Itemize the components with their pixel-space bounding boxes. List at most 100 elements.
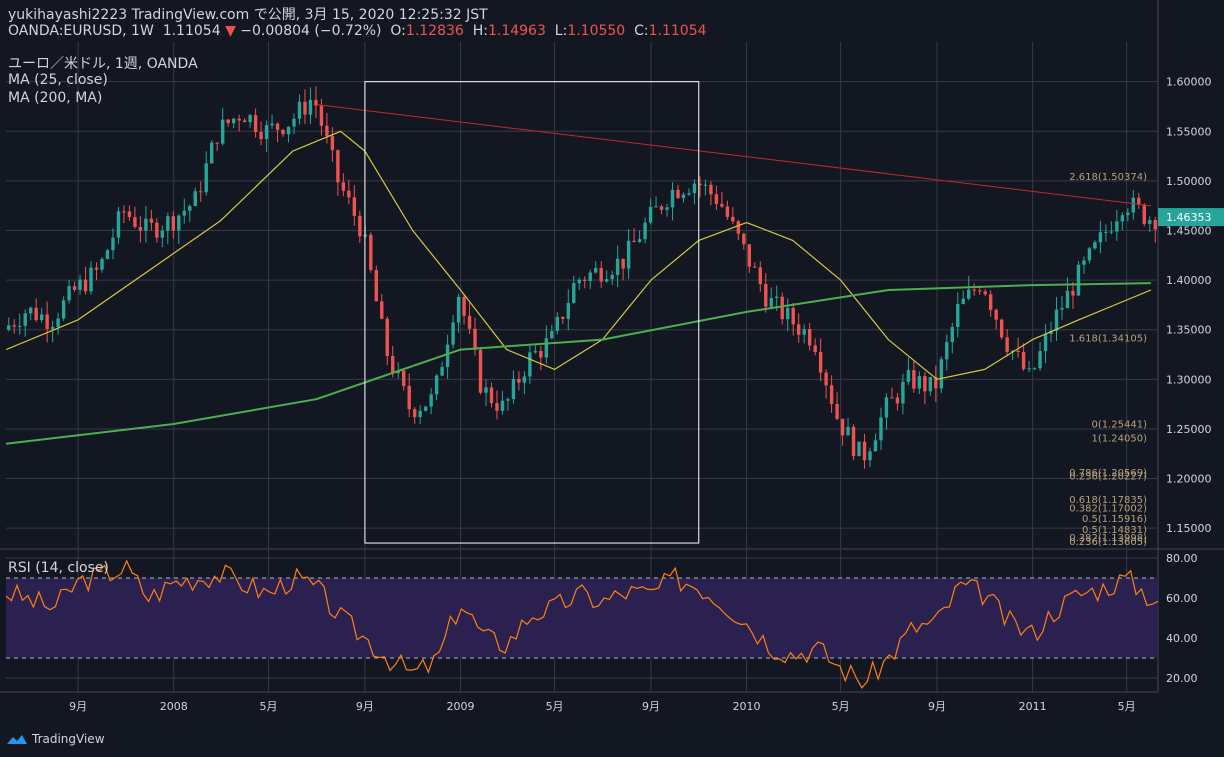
candle-body — [528, 352, 532, 377]
candle-body — [111, 237, 115, 251]
candle-body — [456, 296, 461, 323]
candle-body — [769, 298, 773, 307]
candle-body — [314, 99, 318, 106]
candle-body — [1109, 231, 1114, 233]
candle-body — [105, 250, 110, 259]
candle-body — [692, 183, 697, 194]
candle-body — [122, 211, 126, 213]
publish-text: yukihayashi2223 TradingView.com で公開, 3月 … — [8, 7, 488, 23]
candle-body — [544, 338, 549, 358]
candle-body — [906, 370, 911, 382]
candle-body — [347, 190, 351, 198]
candle-body — [286, 126, 291, 135]
candle-body — [1054, 309, 1059, 331]
candle-body — [1060, 308, 1064, 310]
down-arrow-icon: ▼ — [225, 23, 236, 39]
candle-body — [1131, 197, 1136, 213]
candle-body — [736, 221, 741, 234]
candle-body — [506, 399, 510, 401]
time-tick-label: 5月 — [546, 700, 564, 713]
candle-body — [742, 233, 746, 245]
candle-body — [34, 307, 38, 321]
candle-body — [665, 207, 669, 210]
time-tick-label: 2011 — [1019, 700, 1047, 713]
candle-body — [407, 385, 411, 410]
rsi-axis: 80.00 60.00 40.00 20.00 — [1166, 552, 1198, 685]
candle-body — [1093, 242, 1097, 249]
candle-body — [599, 268, 603, 282]
legend-ma200-row[interactable]: MA (200, MA) — [8, 90, 102, 106]
last-price-tag-label: 1.46353 — [1166, 211, 1212, 224]
candle-body — [220, 119, 225, 144]
candle-body — [687, 193, 691, 195]
legend-ma25-row[interactable]: MA (25, close) — [8, 72, 108, 88]
candle-body — [67, 286, 71, 301]
candle-body — [786, 308, 790, 320]
price-tick-label: 1.15000 — [1166, 522, 1212, 535]
price-tick-label: 1.40000 — [1166, 274, 1212, 287]
candle-body — [972, 289, 976, 291]
candle-body — [775, 296, 779, 299]
time-tick-label: 5月 — [260, 700, 278, 713]
close-label: C: — [634, 23, 649, 39]
candle-body — [753, 266, 757, 268]
candle-body — [358, 215, 362, 237]
candle-body — [434, 375, 439, 395]
candle-body — [155, 222, 159, 238]
fib-label: 0.382(1.17002) — [1069, 503, 1147, 514]
candle-body — [462, 296, 466, 316]
price-axis: 1.60000 1.55000 1.50000 1.45000 1.40000 1.350… — [1166, 76, 1212, 535]
candle-body — [489, 387, 494, 404]
candle-body — [412, 409, 417, 417]
price-tick-label: 1.55000 — [1166, 125, 1212, 138]
candle-body — [149, 218, 154, 223]
candle-body — [555, 316, 560, 331]
candle-body — [643, 222, 647, 240]
rsi-line — [6, 559, 1158, 689]
highlight-rectangle — [364, 81, 700, 544]
candle-body — [835, 404, 839, 419]
candle-body — [928, 376, 933, 392]
candle-body — [561, 316, 565, 319]
candle-body — [319, 105, 324, 126]
symbol-name[interactable]: OANDA:EURUSD, 1W — [8, 23, 154, 39]
legend-rsi-row[interactable]: RSI (14, close) — [8, 560, 109, 576]
candle-body — [698, 183, 702, 186]
candle-body — [654, 206, 658, 208]
tradingview-brand[interactable]: TradingView — [6, 729, 105, 749]
candle-body — [670, 189, 675, 208]
candle-body — [1049, 330, 1053, 335]
ma25-line — [6, 130, 1152, 380]
candle-body — [1027, 368, 1031, 370]
candle-body — [791, 308, 795, 325]
candle-body — [1032, 368, 1037, 370]
candle-body — [1142, 204, 1146, 224]
legend-ma200: MA (200, MA) — [8, 90, 103, 106]
high-value: 1.14963 — [487, 23, 546, 39]
candle-body — [7, 325, 11, 330]
candle-body — [999, 319, 1004, 338]
fib-label: 0.382(1.13998) — [1069, 533, 1147, 544]
rsi-tick-label: 20.00 — [1166, 672, 1198, 685]
candle-body — [583, 279, 587, 282]
candle-body — [100, 258, 104, 270]
candle-body — [39, 314, 44, 321]
candle-body — [83, 279, 88, 292]
candle-body — [676, 189, 680, 199]
candle-body — [391, 356, 395, 374]
candle-body — [116, 211, 121, 238]
candle-body — [325, 125, 329, 136]
candle-body — [615, 258, 620, 275]
fib-label: 0.236(1.20227) — [1069, 471, 1147, 482]
candle-body — [253, 115, 258, 133]
candle-body — [796, 324, 801, 335]
candle-body — [473, 328, 477, 350]
brand-label: TradingView — [32, 732, 105, 746]
candle-body — [242, 120, 247, 123]
candle-body — [681, 194, 686, 199]
candle-body — [1126, 212, 1130, 216]
fib-label: 0.236(1.13605) — [1069, 537, 1147, 548]
candle-body — [297, 101, 302, 119]
